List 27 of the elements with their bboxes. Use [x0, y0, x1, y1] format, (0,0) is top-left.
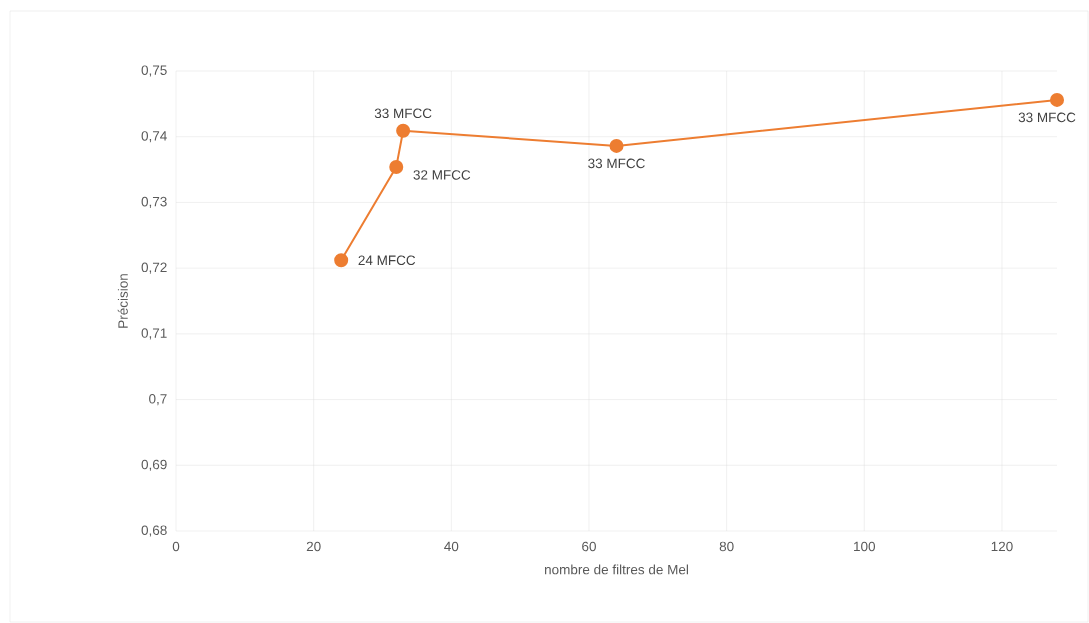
- y-tick-label: 0,7: [149, 394, 167, 406]
- point: [389, 159, 404, 174]
- annotation: 32 MFCC: [413, 170, 471, 180]
- point: [334, 253, 349, 268]
- y-tick-label: 0,74: [141, 131, 167, 143]
- y-tick-label: 0,69: [141, 459, 167, 471]
- x-tick-label: 120: [991, 541, 1013, 552]
- x-tick-label: 60: [582, 541, 596, 552]
- point: [396, 123, 411, 138]
- annotation: 33 MFCC: [374, 108, 432, 119]
- point: [609, 138, 624, 153]
- x-axis-title: nombre de filtres de Mel: [544, 564, 688, 575]
- y-tick-label: 0,72: [141, 262, 167, 274]
- annotation: 33 MFCC: [588, 158, 645, 169]
- x-tick-label: 0: [172, 541, 180, 552]
- x-tick-label: 20: [306, 541, 321, 552]
- annotation: 33 MFCC: [1018, 112, 1076, 123]
- x-tick-label: 100: [854, 541, 876, 552]
- y-tick-label: 0,68: [141, 525, 167, 537]
- y-axis-title: Précision: [117, 274, 128, 328]
- point: [1050, 92, 1065, 107]
- y-tick-label: 0,71: [141, 328, 167, 340]
- y-tick-label: 0,75: [141, 65, 167, 77]
- x-tick-label: 80: [719, 541, 734, 552]
- annotation: 24 MFCC: [358, 255, 416, 266]
- x-tick-label: 40: [444, 541, 459, 552]
- y-tick-label: 0,73: [141, 196, 167, 209]
